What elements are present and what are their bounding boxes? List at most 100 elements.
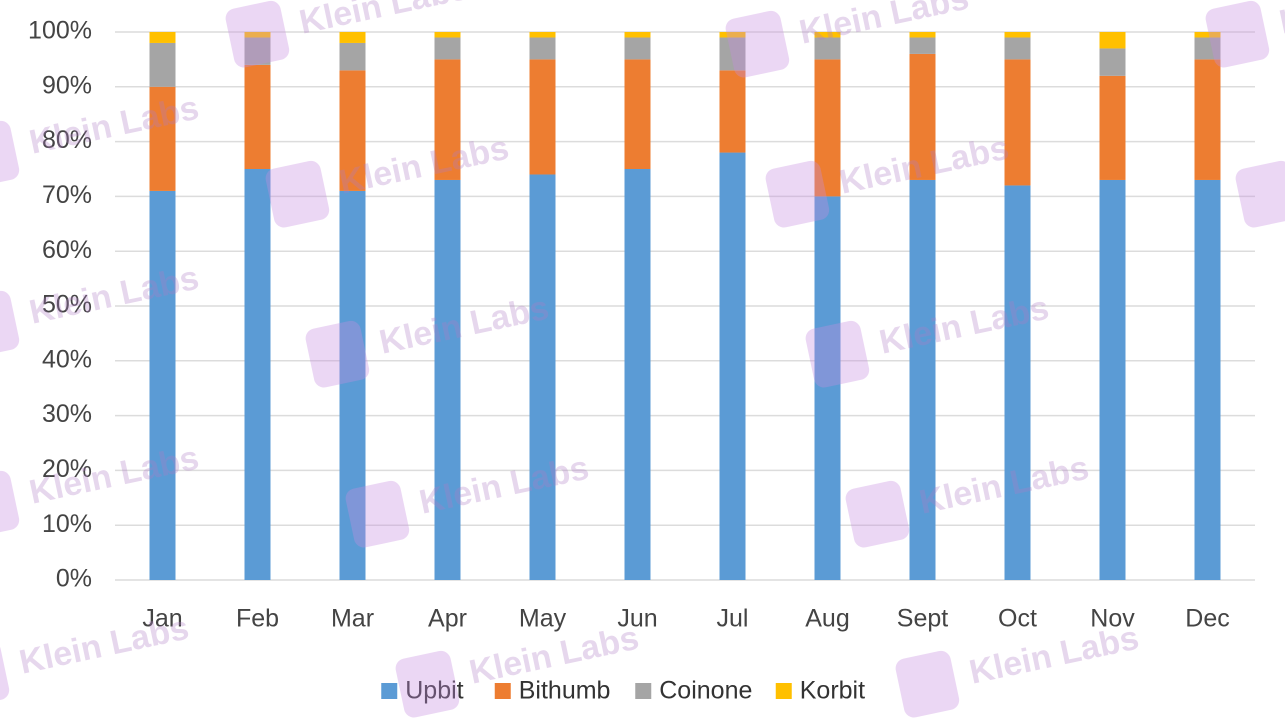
bar-segment — [1194, 179, 1221, 580]
y-tick-label: 10% — [42, 510, 92, 538]
x-tick-label: Feb — [236, 605, 279, 633]
watermark-logo — [725, 10, 790, 78]
bar-segment — [149, 86, 176, 191]
bar-segment — [434, 37, 461, 60]
watermark-logo — [1235, 160, 1285, 228]
y-tick-label: 20% — [42, 455, 92, 483]
watermark: Klein Labs — [765, 129, 1012, 228]
x-tick-label: Dec — [1185, 605, 1229, 633]
bar-segment — [529, 59, 556, 175]
legend-label: Korbit — [800, 677, 865, 705]
watermark-logo — [0, 290, 20, 358]
watermark: Klein Labs — [845, 449, 1092, 548]
legend-label: Bithumb — [519, 677, 611, 705]
legend-swatch — [635, 683, 652, 699]
watermark: Klein Labs — [1235, 160, 1285, 228]
watermark-logo — [305, 320, 370, 388]
bar-segment — [244, 169, 271, 580]
bar-segment — [529, 37, 556, 60]
watermark-text: Klein Labs — [26, 89, 202, 162]
bar-segment — [149, 190, 176, 581]
watermark: Klein Labs — [345, 449, 592, 548]
x-tick-label: Mar — [331, 605, 374, 633]
bar-segment — [1099, 75, 1126, 180]
bar-segment — [1099, 48, 1126, 76]
bar-segment — [624, 169, 651, 580]
watermark-logo — [765, 160, 830, 228]
bar-segment — [719, 32, 746, 38]
legend-swatch — [775, 683, 792, 699]
watermark: Klein Labs — [265, 129, 512, 228]
legend-label: Upbit — [405, 677, 463, 705]
bar-segment — [244, 64, 271, 169]
bar-segment — [1004, 37, 1031, 60]
bar-segment — [624, 32, 651, 38]
bar-segment — [719, 152, 746, 580]
bar-segment — [1004, 185, 1031, 580]
watermark-logo — [845, 480, 910, 548]
bar-segment — [909, 53, 936, 180]
y-tick-label: 90% — [42, 71, 92, 99]
x-tick-label: Jun — [617, 605, 657, 633]
watermark-logo — [395, 650, 460, 718]
bar-segment — [339, 70, 366, 191]
watermark-text: Klein Labs — [376, 289, 552, 362]
legend-label: Coinone — [659, 677, 752, 705]
watermark-logo — [0, 120, 20, 188]
watermark-logo — [345, 480, 410, 548]
bar-segment — [814, 196, 841, 580]
bar-segment — [909, 32, 936, 38]
x-tick-label: Apr — [428, 605, 467, 633]
bar-segment — [719, 37, 746, 71]
watermark-text: Klein Labs — [26, 259, 202, 332]
bar-segment — [339, 42, 366, 71]
y-tick-label: 70% — [42, 181, 92, 209]
x-tick-label: Nov — [1090, 605, 1135, 633]
bar-segment — [1099, 179, 1126, 580]
bar-segment — [149, 32, 176, 43]
bar-segment — [719, 70, 746, 153]
y-tick-label: 60% — [42, 236, 92, 264]
legend-swatch — [381, 683, 398, 699]
watermark-text: Klein Labs — [1276, 0, 1285, 42]
bar-segment — [909, 37, 936, 54]
bar-segment — [1194, 59, 1221, 180]
y-tick-label: 50% — [42, 291, 92, 319]
bar-segment — [339, 32, 366, 43]
y-tick-label: 80% — [42, 126, 92, 154]
watermark-logo — [0, 470, 20, 538]
watermark-logo — [225, 0, 290, 68]
bar-segment — [244, 32, 271, 38]
watermark-logo — [805, 320, 870, 388]
bar-segment — [814, 59, 841, 197]
bar-segment — [529, 174, 556, 581]
watermark-text: Klein Labs — [916, 449, 1092, 522]
watermark-logo — [0, 640, 10, 708]
x-tick-label: Aug — [805, 605, 849, 633]
bar-segment — [814, 37, 841, 60]
bar-segment — [1099, 32, 1126, 49]
bar-segment — [244, 37, 271, 65]
watermark-text: Klein Labs — [966, 619, 1142, 692]
bar-segment — [434, 32, 461, 38]
bar-segment — [1194, 37, 1221, 60]
x-tick-label: Oct — [998, 605, 1037, 633]
watermark-text: Klein Labs — [26, 439, 202, 512]
y-tick-label: 40% — [42, 345, 92, 373]
bar-segment — [339, 190, 366, 581]
x-tick-label: Jul — [717, 605, 749, 633]
watermark: Klein Labs — [1205, 0, 1285, 68]
y-tick-label: 100% — [28, 17, 92, 45]
watermark: Klein Labs — [0, 609, 192, 708]
bar-segment — [1004, 32, 1031, 38]
y-tick-label: 30% — [42, 400, 92, 428]
bar-segment — [434, 179, 461, 580]
watermark-text: Klein Labs — [796, 0, 972, 52]
bar-segment — [1004, 59, 1031, 186]
x-tick-label: May — [519, 605, 567, 633]
x-tick-label: Jan — [142, 605, 182, 633]
watermark-text: Klein Labs — [16, 609, 192, 682]
watermark-logo — [895, 650, 960, 718]
bar-segment — [1194, 32, 1221, 38]
